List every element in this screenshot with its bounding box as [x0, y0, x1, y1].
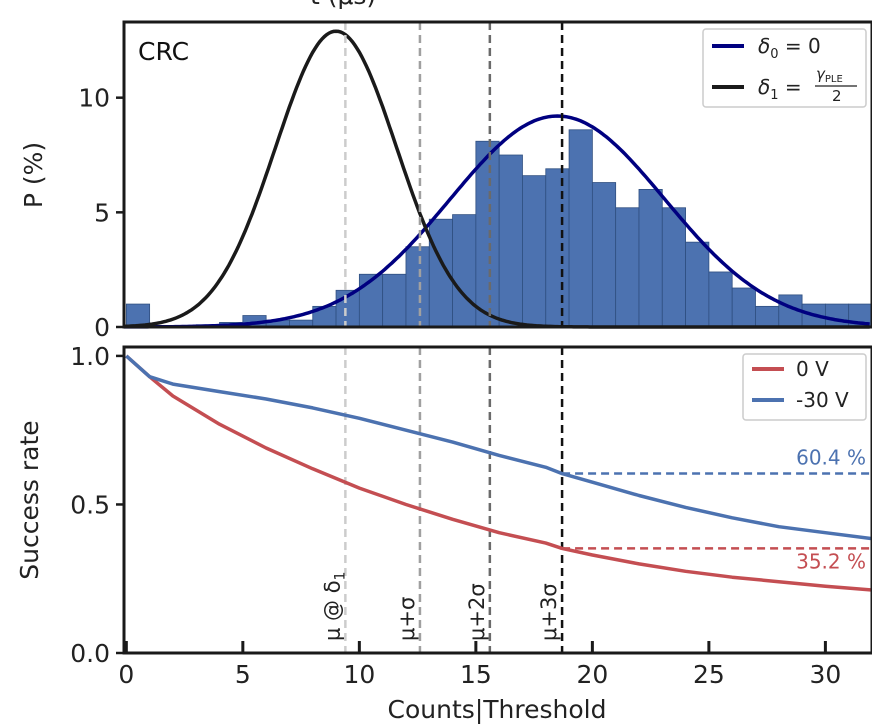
- y-tick-label: 0: [94, 313, 110, 342]
- histogram-bar: [685, 241, 710, 328]
- histogram-bar: [452, 214, 477, 328]
- histogram-bar: [522, 175, 547, 328]
- bottom-x-ticks: 0 5 10 15 20 25 30: [118, 641, 841, 689]
- histogram-bar: [708, 271, 733, 328]
- threshold-labels: μ @ δ1 μ+σ μ+2σ μ+3σ: [320, 572, 561, 641]
- threshold-label: μ @ δ1: [320, 572, 348, 641]
- success-rate-annotations: 60.4 % 35.2 %: [562, 446, 872, 573]
- top-legend: δ0 = 0 δ1 = γPLE 2: [702, 28, 867, 108]
- x-tick-label: 0: [118, 660, 134, 689]
- x-axis-label: Counts|Threshold: [388, 695, 607, 724]
- top-plot-frame: [122, 20, 872, 329]
- y-tick-label: 1.0: [70, 342, 110, 371]
- histogram-bar: [638, 189, 663, 328]
- legend-label-delta0: δ0 = 0: [758, 34, 821, 62]
- y-tick-label: 10: [78, 84, 110, 113]
- success-rate-curves: [125, 354, 872, 592]
- histogram-bar: [405, 246, 430, 328]
- histogram-bar: [475, 140, 500, 328]
- x-tick-label: 10: [343, 660, 375, 689]
- crc-label: CRC: [138, 37, 189, 66]
- annotation-percent: 60.4 %: [796, 446, 866, 470]
- success-rate-line: [125, 354, 872, 541]
- legend-label-delta1: δ1 =: [758, 75, 802, 103]
- x-tick-label: 30: [809, 660, 841, 689]
- legend-fraction-denominator: 2: [832, 87, 842, 105]
- x-tick-label: 5: [235, 660, 251, 689]
- histogram-bar: [755, 305, 780, 328]
- threshold-label: μ+2σ: [465, 583, 489, 641]
- histogram-bar: [661, 207, 686, 328]
- legend-gamma-numerator: γPLE: [816, 65, 843, 85]
- top-y-ticks: 0 5 10: [78, 84, 124, 342]
- histogram-bar: [591, 182, 617, 328]
- y-tick-label: 5: [94, 198, 110, 227]
- top-partial-title: t (μs): [310, 0, 376, 10]
- x-tick-label: 25: [693, 660, 725, 689]
- bottom-plot-frame: [122, 345, 872, 655]
- annotation-percent: 35.2 %: [796, 549, 866, 573]
- bottom-panel: 60.4 % 35.2 % μ @ δ1 μ+σ μ+2σ μ+3σ 0.0 0.5 1.0…: [15, 342, 872, 724]
- threshold-label: μ+3σ: [537, 583, 561, 641]
- bottom-y-ticks: 0.0 0.5 1.0: [70, 342, 124, 668]
- histogram-bar: [545, 168, 570, 328]
- bottom-threshold-lines: [344, 347, 564, 653]
- y-tick-label: 0.0: [70, 639, 110, 668]
- bottom-legend: 0 V -30 V: [742, 353, 867, 421]
- x-tick-label: 15: [460, 660, 492, 689]
- success-rate-line: [125, 354, 872, 592]
- histogram-bar: [615, 207, 640, 328]
- histogram-bars: [125, 129, 872, 328]
- top-threshold-lines: [344, 22, 564, 327]
- x-tick-label: 20: [576, 660, 608, 689]
- histogram-bar: [498, 154, 523, 328]
- histogram-bar: [824, 303, 850, 328]
- legend-label-0v: 0 V: [796, 357, 829, 381]
- top-panel: 0 5 10 CRC P (%) δ0 = 0 δ1 = γPLE 2: [19, 20, 872, 342]
- threshold-label: μ+σ: [395, 597, 419, 641]
- histogram-bar: [568, 129, 593, 328]
- gaussian-curve: [124, 114, 870, 329]
- bottom-y-axis-label: Success rate: [15, 420, 44, 579]
- top-y-axis-label: P (%): [19, 142, 48, 208]
- histogram-bar: [731, 287, 756, 328]
- y-tick-label: 0.5: [70, 490, 110, 519]
- histogram-bar: [382, 273, 407, 328]
- legend-label-minus30v: -30 V: [796, 388, 849, 412]
